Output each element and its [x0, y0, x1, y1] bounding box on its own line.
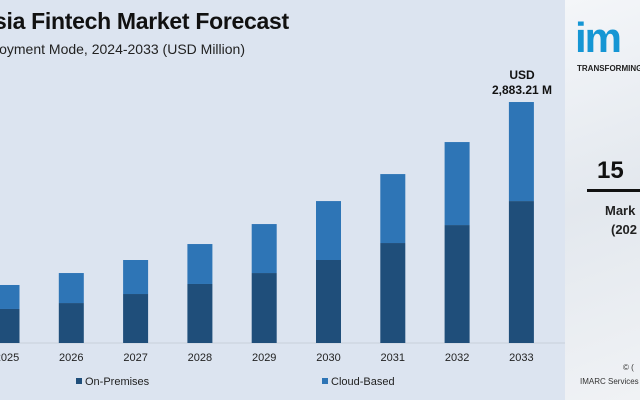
- copyright: © (: [623, 363, 634, 372]
- bar-on-premises-2033: [508, 201, 534, 343]
- bar-cloud-based-2025: [0, 284, 20, 309]
- bar-on-premises-2027: [123, 294, 149, 343]
- bar-on-premises-2025: [0, 308, 20, 343]
- x-tick-label-2030: 2030: [316, 352, 340, 364]
- cagr-label: Mark: [605, 203, 636, 218]
- divider: [587, 189, 640, 192]
- bar-on-premises-2029: [251, 273, 277, 343]
- bar-cloud-based-2029: [251, 224, 277, 274]
- x-tick-label-2031: 2031: [381, 352, 405, 364]
- chart-area: 2025 2026 2027 2028 2029 2030 2031 2032 2033 USD…: [0, 68, 565, 388]
- chart-subtitle: loyment Mode, 2024-2033 (USD Million): [0, 41, 245, 57]
- bar-cloud-based-2028: [187, 244, 213, 284]
- bar-cloud-based-2033: [508, 102, 534, 202]
- bar-on-premises-2031: [380, 243, 406, 343]
- cagr-period: (202: [611, 222, 638, 237]
- x-tick-label-2032: 2032: [445, 352, 469, 364]
- x-tick-label-2028: 2028: [188, 352, 212, 364]
- bar-cloud-based-2030: [316, 201, 341, 260]
- bar-on-premises-2026: [58, 303, 84, 343]
- logo-tagline: TRANSFORMING: [577, 64, 640, 73]
- legend-swatch-cloud-based: [322, 378, 328, 384]
- x-tick-label-2029: 2029: [252, 352, 276, 364]
- legend-label-on-premises: On-Premises: [85, 376, 150, 388]
- x-tick-label-2033: 2033: [509, 352, 533, 364]
- bar-cloud-based-2027: [123, 259, 149, 295]
- bar-cloud-based-2032: [444, 142, 470, 226]
- side-info-panel: im TRANSFORMING 15 Mark (202 © ( IMARC S…: [565, 0, 640, 400]
- bar-cloud-based-2026: [58, 273, 84, 304]
- total-annotation-line2: 2,883.21 M: [492, 83, 552, 97]
- legend-label-cloud-based: Cloud-Based: [331, 376, 395, 388]
- bar-cloud-based-2031: [380, 174, 406, 244]
- total-annotation-line1: USD: [509, 68, 535, 82]
- chart-title: sia Fintech Market Forecast: [0, 8, 289, 34]
- x-tick-label-2025: 2025: [0, 352, 19, 364]
- x-tick-label-2026: 2026: [59, 352, 83, 364]
- company-name: IMARC Services: [580, 377, 639, 386]
- cagr-figure: 15: [597, 157, 624, 184]
- legend-swatch-on-premises: [76, 378, 82, 384]
- bar-on-premises-2032: [444, 225, 470, 343]
- bar-on-premises-2028: [187, 283, 213, 343]
- x-tick-label-2027: 2027: [123, 352, 147, 364]
- bar-on-premises-2030: [316, 259, 341, 343]
- imarc-logo: im: [575, 14, 622, 61]
